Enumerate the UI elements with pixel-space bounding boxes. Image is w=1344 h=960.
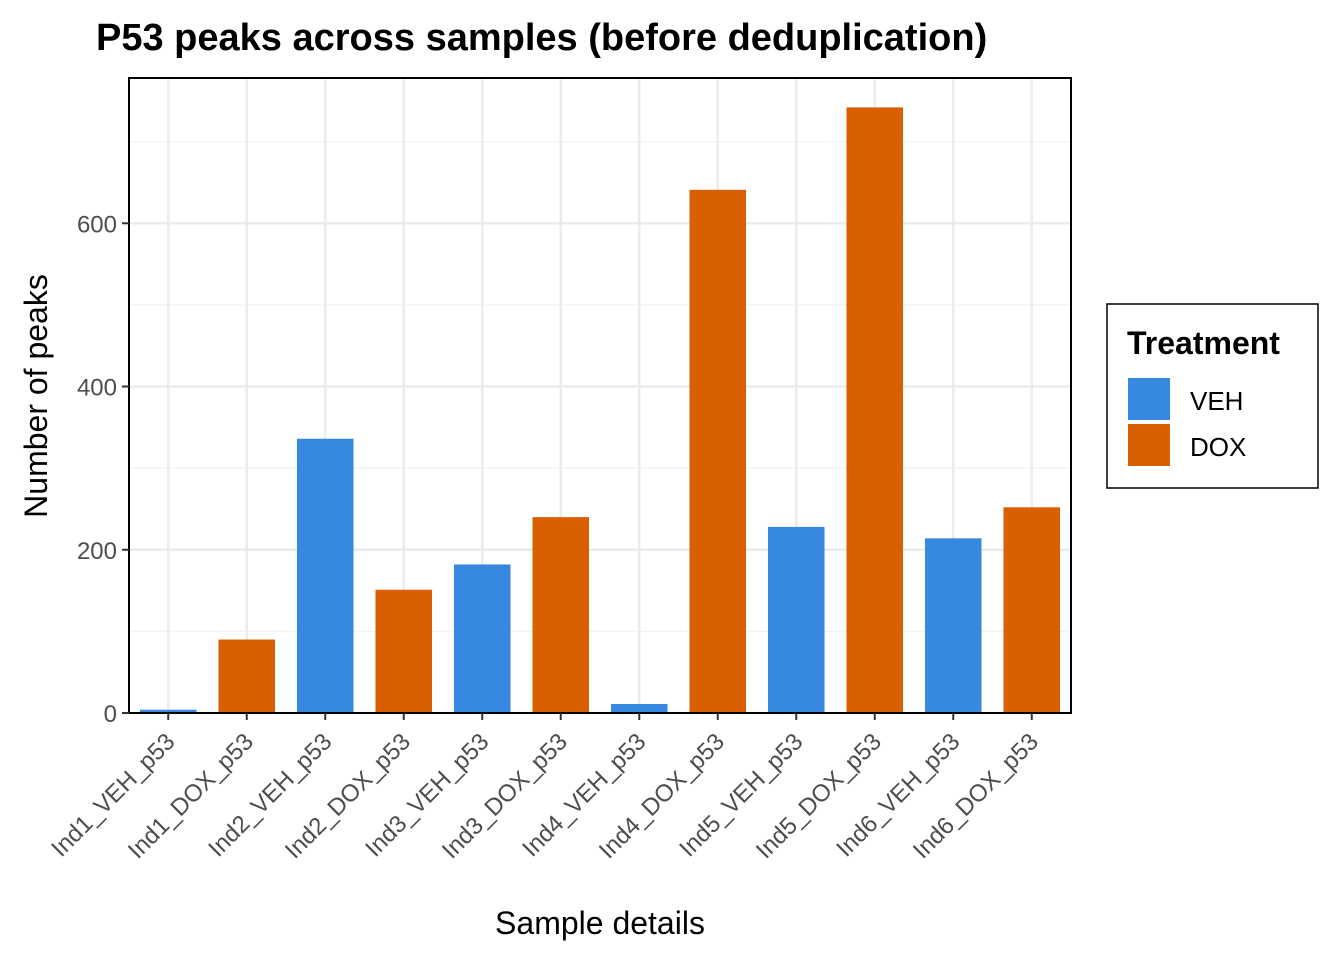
bar-Ind3_DOX_p53: [532, 517, 590, 713]
bar-Ind1_VEH_p53: [139, 709, 197, 713]
bar-Ind1_DOX_p53: [218, 639, 276, 713]
panel-background: [129, 78, 1071, 713]
legend-swatch-VEH: [1128, 378, 1170, 420]
bar-Ind3_VEH_p53: [453, 564, 511, 713]
bar-Ind5_DOX_p53: [846, 107, 904, 713]
x-axis: Ind1_VEH_p53Ind1_DOX_p53Ind2_VEH_p53Ind2…: [46, 713, 1044, 864]
y-axis-title: Number of peaks: [18, 274, 54, 518]
legend: Treatment VEH DOX: [1106, 303, 1319, 489]
y-tick-label: 200: [77, 538, 117, 565]
y-tick-label: 400: [77, 375, 117, 402]
bar-Ind6_VEH_p53: [924, 538, 982, 713]
panel-border: [128, 77, 1072, 714]
y-axis: 0 200 400 600: [77, 211, 129, 728]
x-axis-title: Sample details: [495, 905, 705, 941]
bar-Ind2_DOX_p53: [375, 589, 433, 713]
legend-title: Treatment: [1127, 325, 1280, 361]
legend-swatch-DOX: [1128, 424, 1170, 466]
bar-Ind2_VEH_p53: [296, 438, 354, 713]
legend-label-VEH: VEH: [1190, 386, 1243, 416]
bar-Ind4_VEH_p53: [610, 704, 668, 713]
plot-panel: [128, 77, 1072, 715]
y-tick-label: 0: [104, 701, 117, 728]
bar-Ind6_DOX_p53: [1003, 507, 1061, 713]
legend-entries: VEH DOX: [1128, 378, 1246, 466]
legend-label-DOX: DOX: [1190, 432, 1246, 462]
bar-Ind5_VEH_p53: [767, 526, 825, 713]
bar-Ind4_DOX_p53: [689, 189, 747, 713]
y-tick-label: 600: [77, 211, 117, 238]
bars: [139, 107, 1061, 713]
chart-title: P53 peaks across samples (before dedupli…: [96, 17, 987, 59]
